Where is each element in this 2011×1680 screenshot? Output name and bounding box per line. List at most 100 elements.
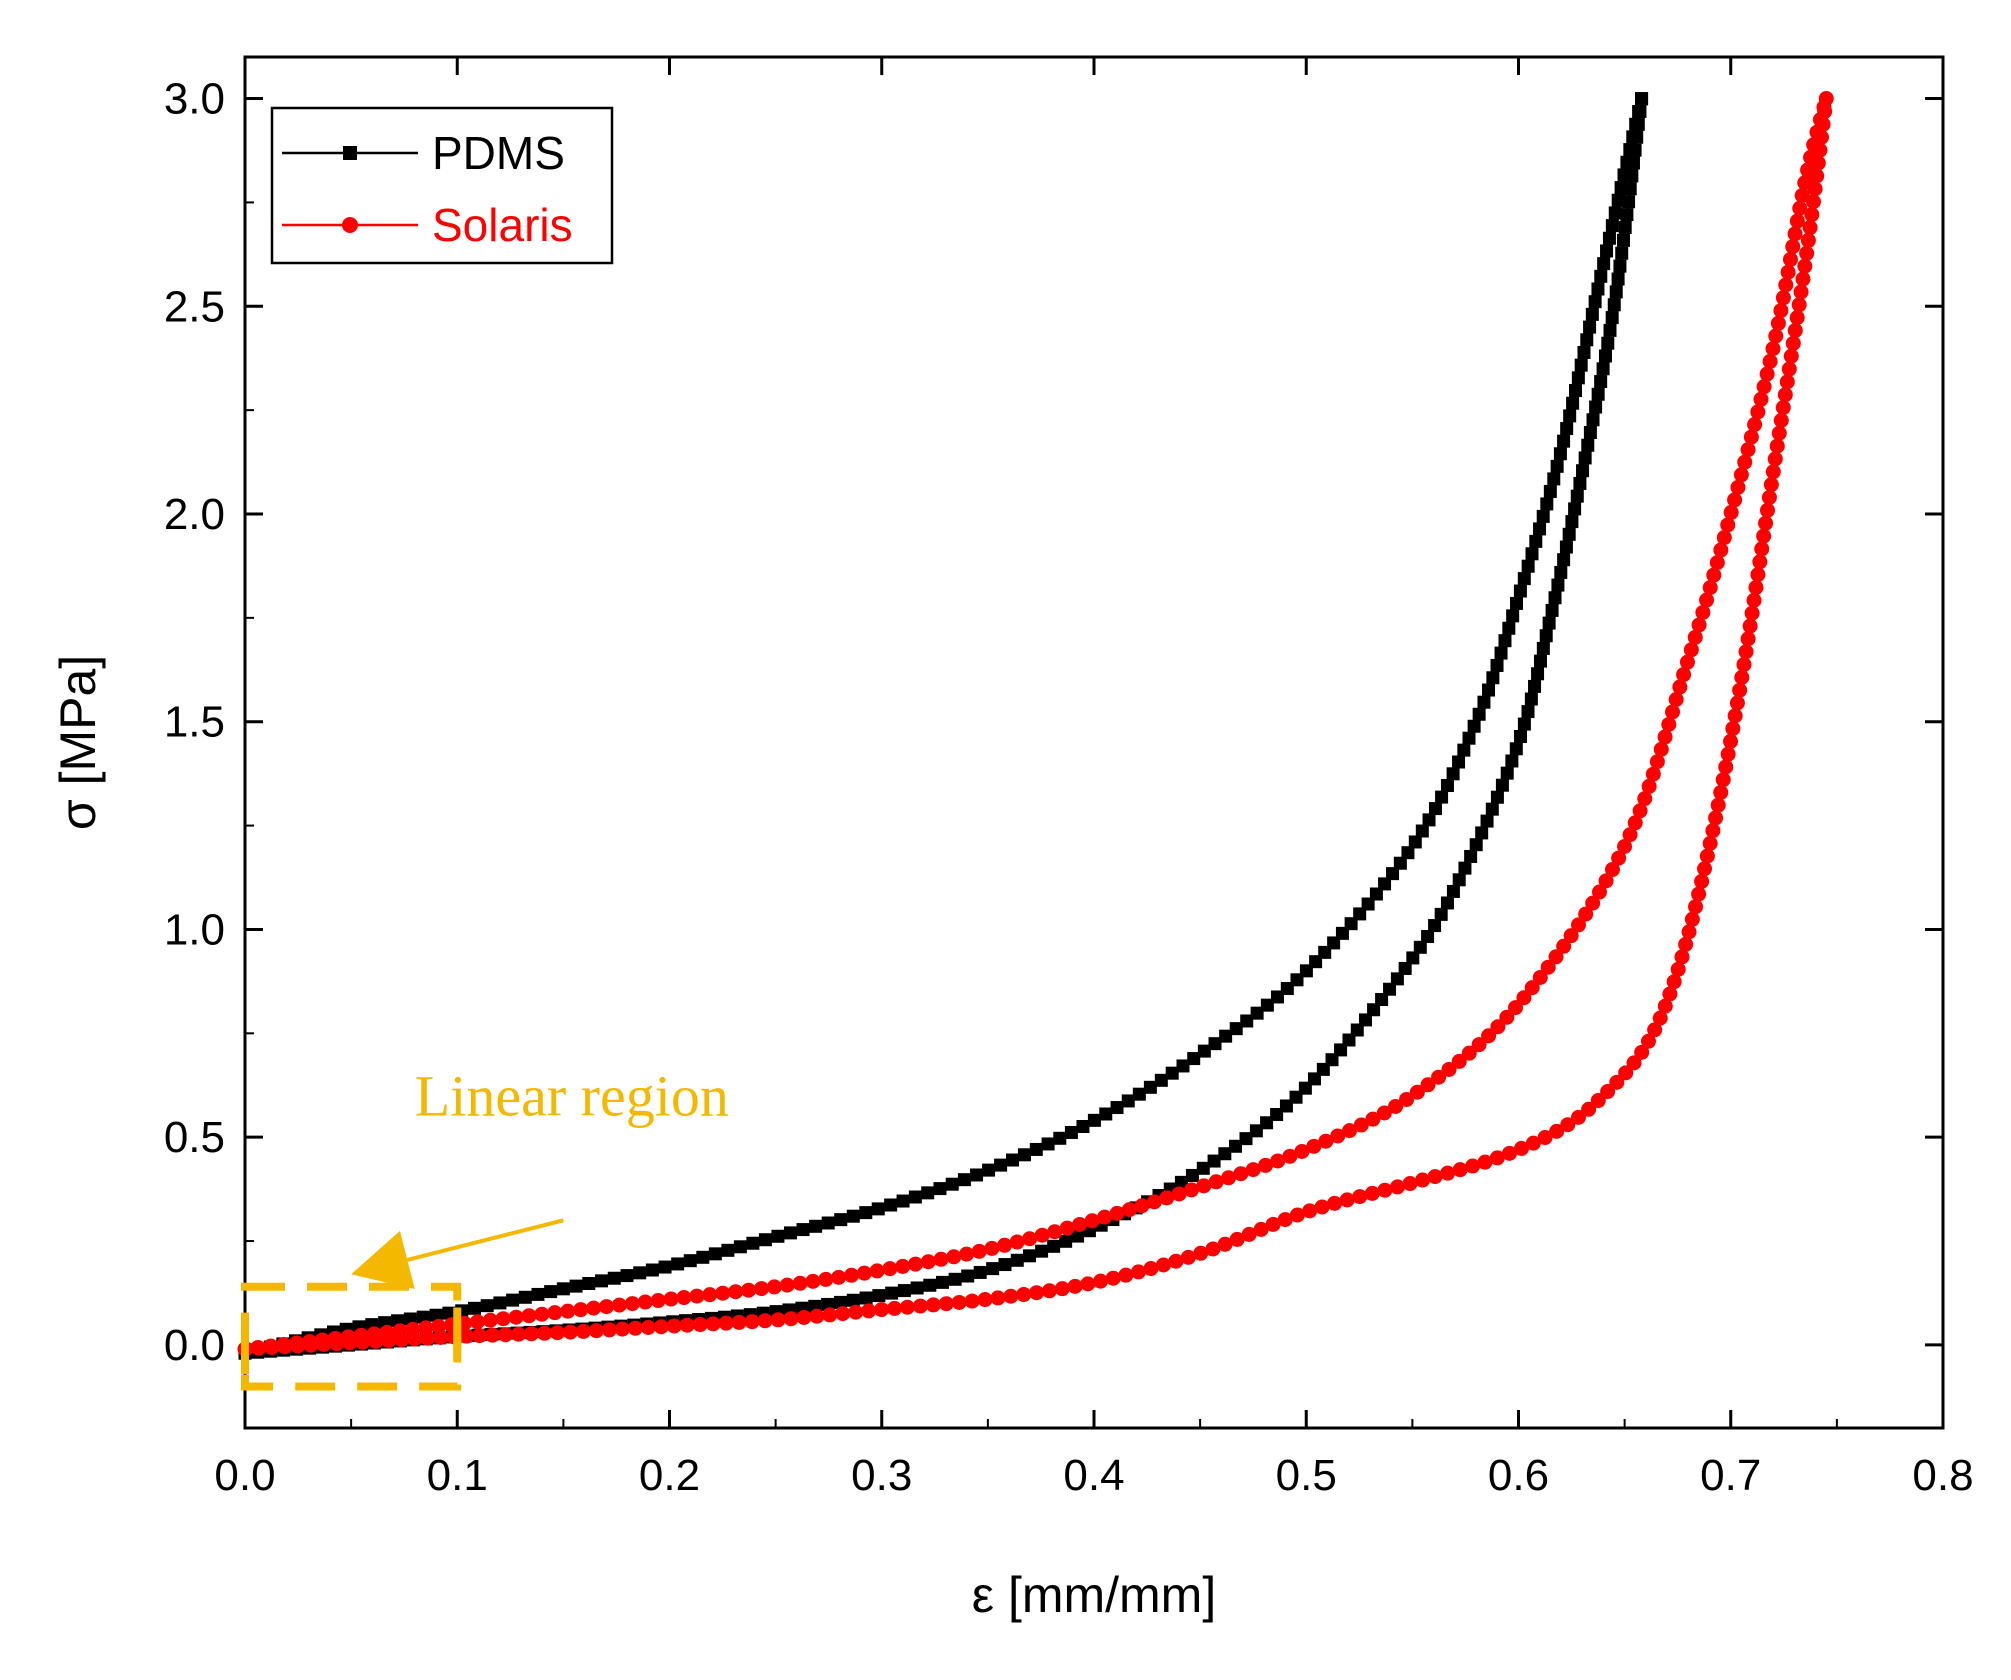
data-point-solaris <box>692 1317 708 1333</box>
legend: PDMS Solaris <box>270 106 614 265</box>
data-point-solaris <box>1632 803 1648 819</box>
data-point-pdms <box>1565 515 1579 529</box>
data-point-pdms <box>961 1269 975 1283</box>
data-point-solaris <box>938 1296 954 1312</box>
data-point-pdms <box>970 1168 984 1182</box>
data-point-pdms <box>1513 584 1527 598</box>
data-point-pdms <box>1631 117 1645 131</box>
data-point-solaris <box>676 1290 692 1306</box>
data-point-solaris <box>1516 990 1532 1006</box>
data-point-solaris <box>1578 906 1594 922</box>
data-point-pdms <box>1539 629 1553 643</box>
data-point-solaris <box>908 1256 924 1272</box>
data-point-solaris <box>1233 1166 1249 1182</box>
data-point-solaris <box>1676 667 1692 683</box>
data-point-solaris <box>381 1333 397 1349</box>
data-point-pdms <box>1249 1124 1263 1138</box>
data-point-solaris <box>1122 1202 1138 1218</box>
data-point-pdms <box>1490 658 1504 672</box>
data-point-solaris <box>1156 1257 1172 1273</box>
data-point-solaris <box>1451 1053 1467 1069</box>
data-point-solaris <box>1759 366 1775 382</box>
data-point-solaris <box>977 1292 993 1308</box>
data-point-solaris <box>523 1326 539 1342</box>
data-point-pdms <box>1495 778 1509 792</box>
data-point-solaris <box>599 1299 615 1315</box>
data-point-solaris <box>1171 1186 1187 1202</box>
data-point-solaris <box>666 1318 682 1334</box>
data-point-solaris <box>1780 264 1796 280</box>
data-point-pdms <box>846 1293 860 1307</box>
data-point-pdms <box>1240 1014 1254 1028</box>
data-point-solaris <box>818 1271 834 1287</box>
data-point-solaris <box>959 1246 975 1262</box>
data-point-pdms <box>1490 790 1504 804</box>
data-point-solaris <box>1289 1207 1305 1223</box>
data-point-solaris <box>1441 1061 1457 1077</box>
data-point-solaris <box>705 1316 721 1332</box>
data-point-solaris <box>1637 791 1653 807</box>
data-point-solaris <box>329 1336 345 1352</box>
data-point-solaris <box>1758 515 1774 531</box>
data-point-solaris <box>1471 1037 1487 1053</box>
data-point-solaris <box>869 1263 885 1279</box>
data-point-solaris <box>770 1312 786 1328</box>
data-point-solaris <box>562 1324 578 1340</box>
data-point-solaris <box>809 1308 825 1324</box>
data-point-pdms <box>1358 1013 1372 1027</box>
data-point-solaris <box>1180 1249 1196 1265</box>
data-point-solaris <box>1277 1212 1293 1228</box>
data-point-pdms <box>1583 426 1597 440</box>
data-point-pdms <box>1446 884 1460 898</box>
data-point-pdms <box>1270 990 1284 1004</box>
data-point-pdms <box>896 1194 910 1208</box>
annotation-arrow-head <box>351 1230 415 1290</box>
data-point-solaris <box>1270 1153 1286 1169</box>
data-point-pdms <box>1121 1094 1135 1108</box>
x-tick-label: 0.1 <box>427 1451 488 1500</box>
data-point-pdms <box>1386 867 1400 881</box>
data-point-solaris <box>1720 517 1736 533</box>
data-point-solaris <box>1713 542 1729 558</box>
data-point-solaris <box>1282 1148 1298 1164</box>
data-point-pdms <box>859 1206 873 1220</box>
data-point-solaris <box>933 1251 949 1267</box>
data-point-pdms <box>1207 1154 1221 1168</box>
data-point-solaris <box>534 1306 550 1322</box>
data-point-pdms <box>1509 742 1523 756</box>
data-point-pdms <box>493 1296 507 1310</box>
data-point-solaris <box>407 1331 423 1347</box>
data-point-pdms <box>1219 1029 1233 1043</box>
data-point-solaris <box>342 1335 358 1351</box>
data-point-solaris <box>1687 629 1703 645</box>
data-point-solaris <box>1649 754 1665 770</box>
data-point-solaris <box>1802 220 1818 236</box>
data-point-solaris <box>614 1321 630 1337</box>
data-point-solaris <box>1702 835 1718 851</box>
data-point-pdms <box>1560 422 1574 436</box>
data-point-solaris <box>640 1319 656 1335</box>
data-point-solaris <box>753 1281 769 1297</box>
data-point-solaris <box>1524 980 1540 996</box>
data-point-solaris <box>1205 1241 1221 1257</box>
x-tick-label: 0.5 <box>1276 1451 1337 1500</box>
data-point-pdms <box>1250 1006 1264 1020</box>
data-point-solaris <box>843 1267 859 1283</box>
data-point-solaris <box>1775 400 1791 416</box>
data-point-solaris <box>757 1313 773 1329</box>
data-point-solaris <box>1742 618 1758 634</box>
data-point-solaris <box>1570 917 1586 933</box>
data-point-pdms <box>783 1226 797 1240</box>
legend-marker-solaris <box>342 217 358 233</box>
legend-label-solaris: Solaris <box>432 199 573 251</box>
data-point-solaris <box>1440 1165 1456 1181</box>
data-point-solaris <box>731 1314 747 1330</box>
data-point-pdms <box>1550 459 1564 473</box>
data-point-pdms <box>531 1287 545 1301</box>
data-point-solaris <box>946 1249 962 1265</box>
data-point-solaris <box>1540 959 1556 975</box>
y-tick-label: 1.0 <box>164 905 225 954</box>
data-point-pdms <box>834 1213 848 1227</box>
data-point-solaris <box>1800 232 1816 248</box>
data-point-solaris <box>303 1337 319 1353</box>
